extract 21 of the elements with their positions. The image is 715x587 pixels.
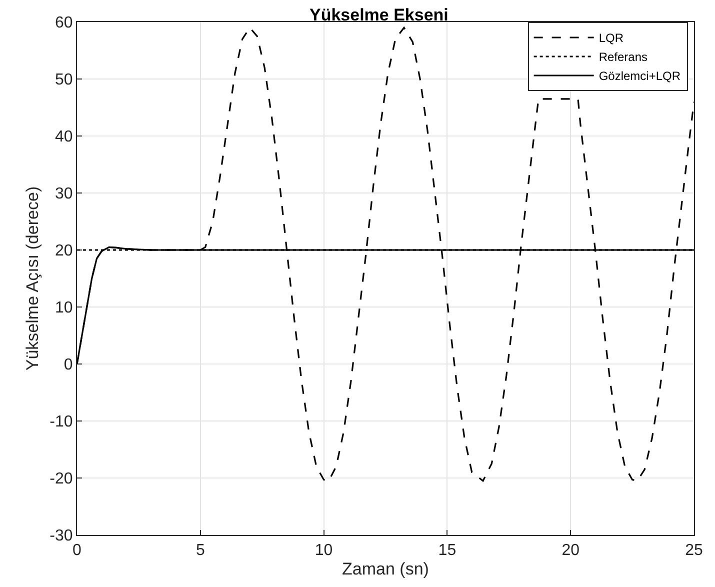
y-tick-label: -10 [50,414,73,431]
x-tick-label: 15 [438,542,456,560]
x-tick-label: 20 [562,542,580,560]
y-tick-label: 50 [55,72,73,89]
y-tick-label: 20 [55,242,73,260]
legend-label: Gözlemci+LQR [598,69,681,84]
y-axis-title: Yükselme Açısı (derece) [23,186,42,371]
legend-label: Referans [598,50,648,64]
chart-title: Yükselme Ekseni [309,6,448,25]
y-tick-label: -30 [50,528,73,545]
y-tick-label: 30 [55,186,73,203]
x-axis-title: Zaman (sn) [342,560,429,579]
legend-label: LQR [598,31,624,46]
y-tick-label: 40 [55,128,73,146]
y-tick-label: 60 [55,14,73,32]
x-tick-label: 5 [196,542,205,560]
y-tick-label: 10 [55,300,73,317]
x-tick-label: 10 [314,542,333,560]
x-tick-label: 25 [685,542,703,560]
y-tick-label: 0 [64,356,73,374]
y-tick-label: -20 [50,470,73,488]
